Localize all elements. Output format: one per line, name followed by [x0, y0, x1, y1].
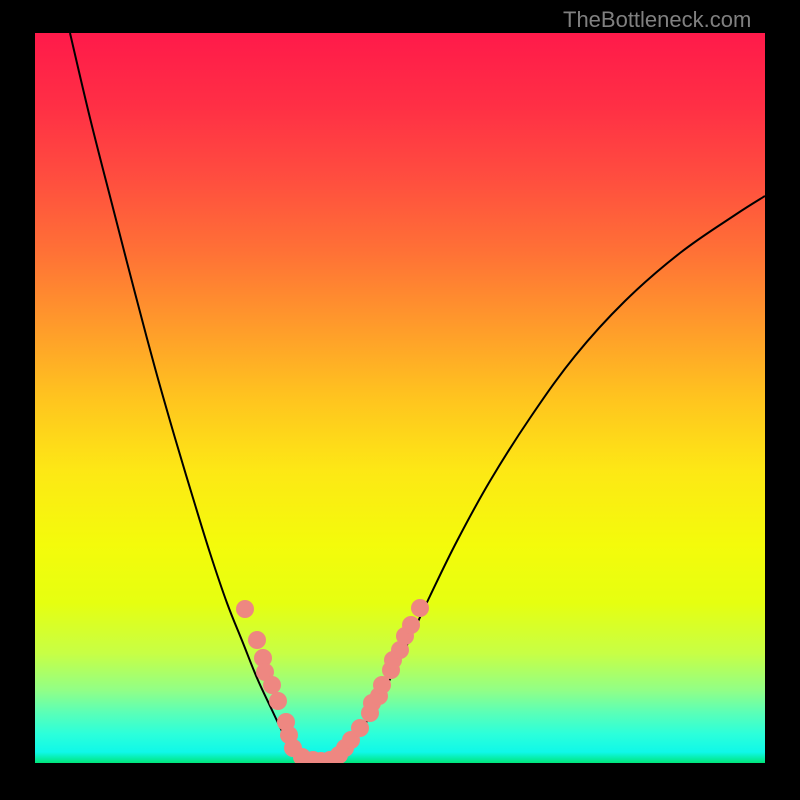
watermark-text: TheBottleneck.com: [563, 7, 751, 33]
data-marker: [263, 676, 281, 694]
chart-svg: [35, 33, 765, 763]
data-marker: [351, 719, 369, 737]
data-marker: [248, 631, 266, 649]
data-marker: [269, 692, 287, 710]
data-marker: [411, 599, 429, 617]
data-marker: [402, 616, 420, 634]
data-marker: [236, 600, 254, 618]
data-marker: [373, 676, 391, 694]
chart-area: [35, 33, 765, 763]
